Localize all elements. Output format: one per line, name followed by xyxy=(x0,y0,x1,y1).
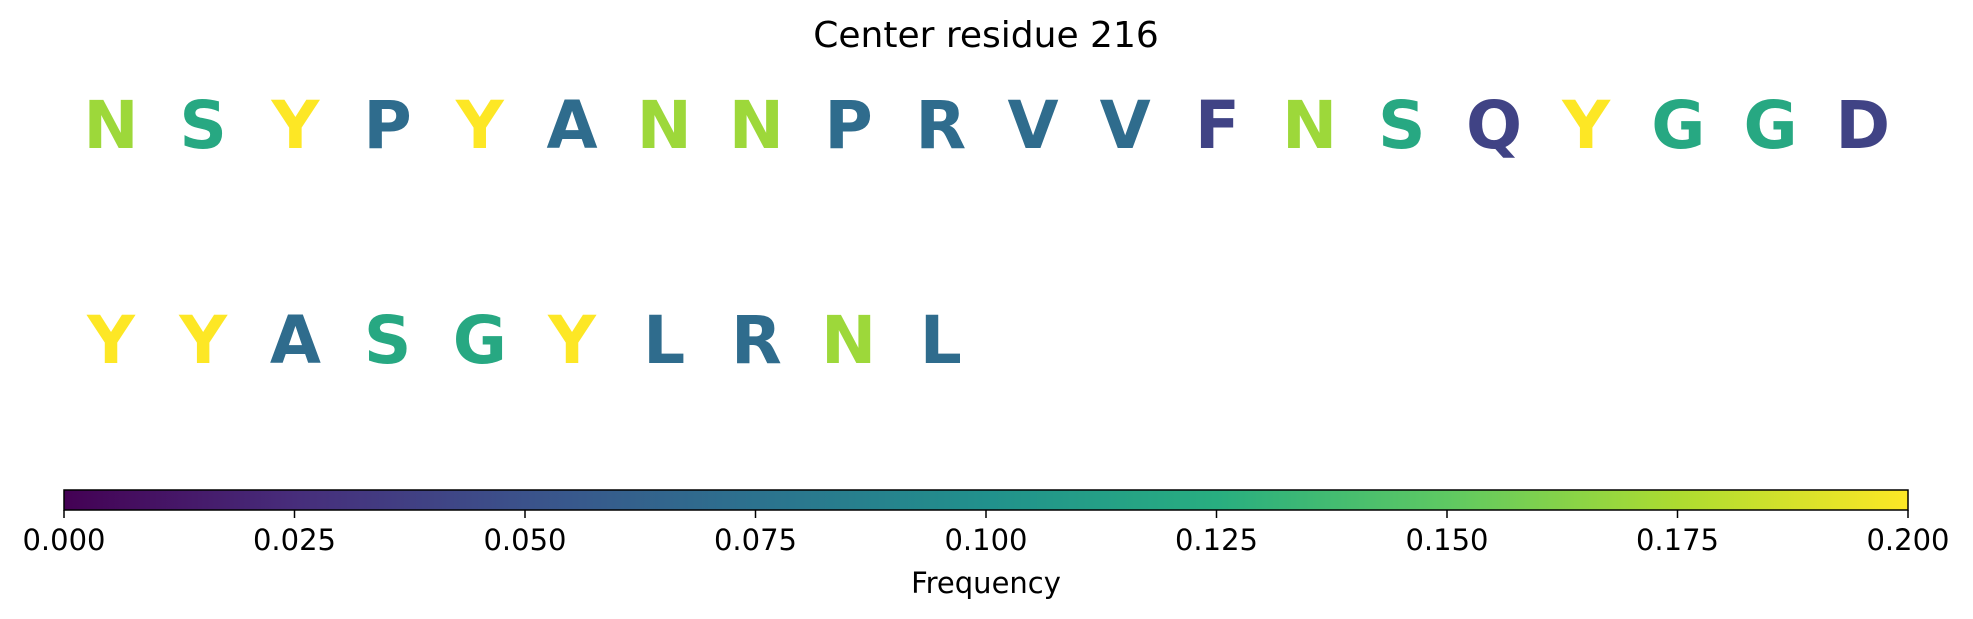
residue-letter: A xyxy=(546,87,597,164)
residue-letter: L xyxy=(920,302,962,379)
colorbar-tick-label: 0.150 xyxy=(1405,523,1488,557)
residue-letter: N xyxy=(1282,87,1337,164)
residue-letter: G xyxy=(1651,87,1705,164)
residue-letter: S xyxy=(1378,87,1426,164)
colorbar-tick-label: 0.050 xyxy=(483,523,566,557)
residue-letter: P xyxy=(363,87,411,164)
residue-letter: G xyxy=(1744,87,1798,164)
residue-letter: N xyxy=(637,87,692,164)
residue-letter: Y xyxy=(86,302,136,379)
colorbar-tick-label: 0.200 xyxy=(1866,523,1949,557)
residue-letter: F xyxy=(1195,87,1240,164)
residue-letter: Y xyxy=(547,302,597,379)
residue-letter: G xyxy=(453,302,507,379)
residue-letter: N xyxy=(83,87,138,164)
colorbar xyxy=(63,489,1909,511)
residue-letter: S xyxy=(179,87,227,164)
colorbar-tick-label: 0.175 xyxy=(1636,523,1719,557)
colorbar-tick-label: 0.125 xyxy=(1175,523,1258,557)
residue-letter: S xyxy=(364,302,412,379)
residue-letter: Y xyxy=(1561,87,1611,164)
colorbar-tick-label: 0.025 xyxy=(253,523,336,557)
residue-letter: P xyxy=(824,87,872,164)
colorbar-tick-label: 0.075 xyxy=(714,523,797,557)
residue-letter: N xyxy=(729,87,784,164)
residue-letter: Y xyxy=(271,87,321,164)
residue-letter: R xyxy=(731,302,782,379)
residue-letter: A xyxy=(270,302,321,379)
chart-title: Center residue 216 xyxy=(813,15,1159,56)
colorbar-tick-label: 0.100 xyxy=(944,523,1027,557)
residue-letter: Q xyxy=(1466,87,1522,164)
residue-letter: Y xyxy=(178,302,228,379)
residue-letter: V xyxy=(1007,87,1058,164)
residue-letter: V xyxy=(1100,87,1151,164)
residue-letters: N S Y P Y A N N P R V V F N S Q Y G G DY Y A S G Y L R N L xyxy=(83,87,1890,379)
residue-letter: D xyxy=(1835,87,1890,164)
colorbar-tick-label: 0.000 xyxy=(22,523,105,557)
residue-letter: N xyxy=(821,302,876,379)
colorbar-label: Frequency xyxy=(911,566,1061,600)
residue-letter: Y xyxy=(455,87,505,164)
residue-letter: L xyxy=(643,302,685,379)
residue-letter: R xyxy=(915,87,966,164)
colorbar-ticks: 0.000 0.025 0.050 0.075 0.100 0.125 0.150 0.175… xyxy=(22,510,1950,557)
